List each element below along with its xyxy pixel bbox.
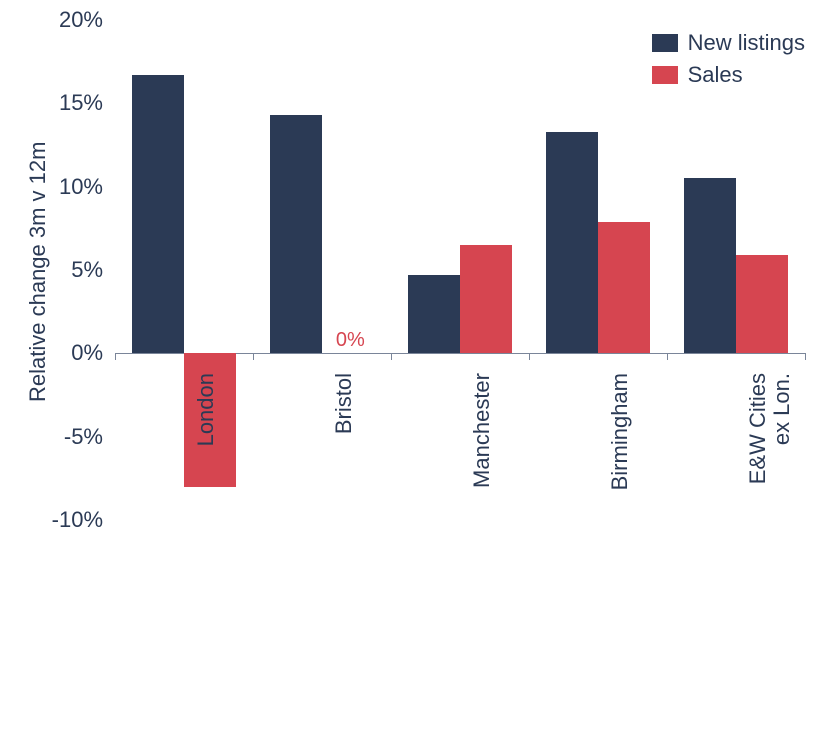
ytick-label: 0% (71, 340, 103, 366)
xtick-mark (667, 353, 668, 360)
ytick-label: 20% (59, 7, 103, 33)
yaxis-title: Relative change 3m v 12m (25, 142, 51, 402)
legend-item: New listings (652, 30, 805, 56)
ytick-label: 5% (71, 257, 103, 283)
ytick-label: -5% (64, 424, 103, 450)
xtick-mark (253, 353, 254, 360)
legend: New listings Sales (652, 30, 805, 94)
legend-item: Sales (652, 62, 805, 88)
legend-label: Sales (688, 62, 743, 88)
bar (460, 245, 512, 353)
xtick-mark (391, 353, 392, 360)
bar (270, 115, 322, 353)
bar (684, 178, 736, 353)
xtick-mark (115, 353, 116, 360)
legend-swatch (652, 66, 678, 84)
bar (598, 222, 650, 354)
bar (132, 75, 184, 353)
legend-label: New listings (688, 30, 805, 56)
xaxis-label: Birmingham (608, 373, 632, 490)
xaxis-label: Manchester (470, 373, 494, 488)
xaxis-labels: London Bristol Manchester Birmingham E&W Cit… (115, 373, 805, 750)
xaxis-label: Bristol (332, 373, 356, 434)
zero-value-label: 0% (336, 329, 365, 352)
xtick-mark (805, 353, 806, 360)
xtick-mark (529, 353, 530, 360)
xaxis-label: E&W Cities ex Lon. (746, 373, 794, 484)
xaxis-label: London (194, 373, 218, 446)
bar (408, 275, 460, 353)
legend-swatch (652, 34, 678, 52)
ytick-label: 15% (59, 90, 103, 116)
ytick-label: -10% (52, 507, 103, 533)
ytick-label: 10% (59, 174, 103, 200)
bar-chart: Relative change 3m v 12m -10% -5% 0% 5% 10% 1… (0, 0, 835, 750)
bar (546, 132, 598, 354)
bar (736, 255, 788, 353)
